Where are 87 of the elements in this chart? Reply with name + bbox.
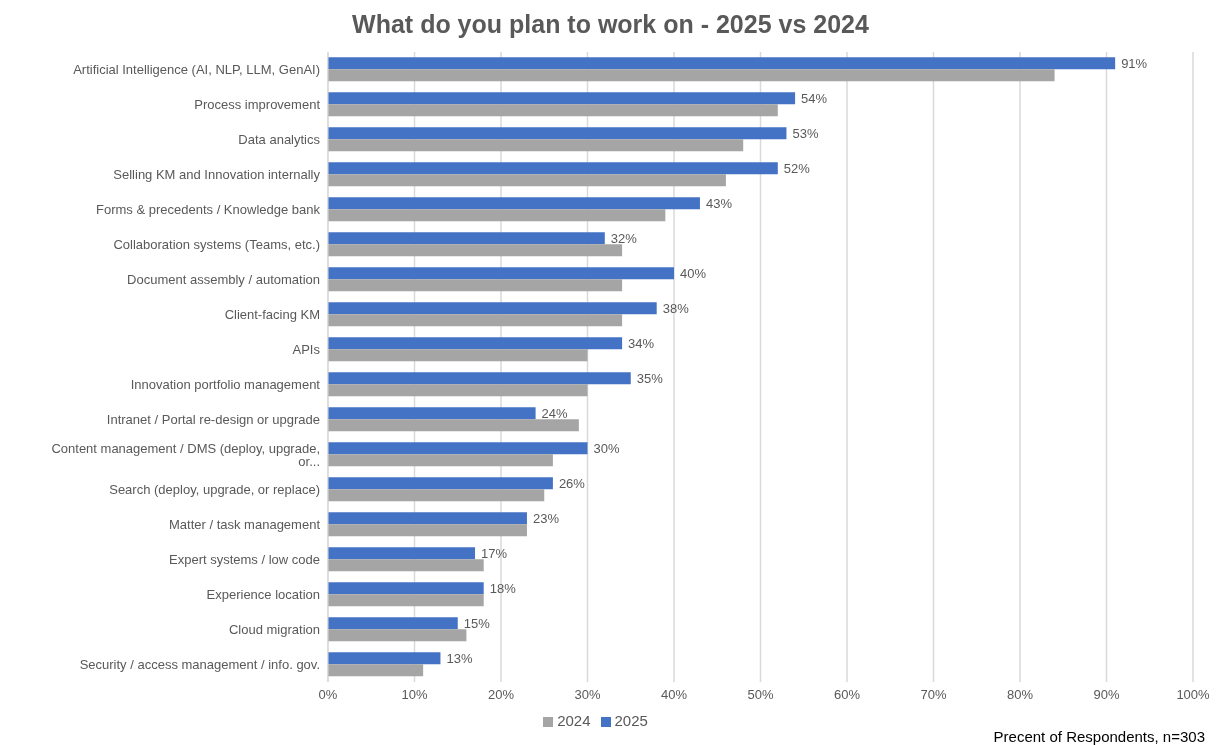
bar	[328, 489, 545, 502]
bar	[328, 652, 441, 665]
bar	[328, 419, 579, 432]
x-tick-label: 80%	[1006, 687, 1034, 703]
data-label: 35%	[636, 370, 664, 386]
bar	[328, 267, 674, 280]
legend-label: 2024	[557, 712, 591, 729]
bar	[328, 372, 631, 385]
y-tick-label: Cloud migration	[228, 622, 320, 638]
text: Precent of Respondents, n=303	[993, 728, 1205, 745]
y-tick-label: Collaboration systems (Teams, etc.)	[113, 237, 320, 253]
y-tick-label: Experience location	[206, 587, 320, 603]
bar	[328, 407, 536, 420]
bar	[328, 69, 1055, 82]
bar	[328, 302, 657, 315]
data-label: 34%	[628, 335, 655, 351]
bar	[328, 92, 796, 105]
y-tick-label: Document assembly / automation	[127, 272, 320, 288]
bar	[328, 594, 484, 607]
bar	[328, 279, 623, 292]
y-tick-label: Innovation portfolio management	[130, 377, 321, 393]
data-label: 54%	[801, 90, 828, 106]
data-label: 18%	[489, 580, 517, 596]
bar	[328, 139, 744, 152]
data-label: 40%	[680, 265, 707, 281]
x-tick-label: 0%	[318, 687, 338, 703]
data-label: 38%	[662, 300, 690, 316]
data-label: 23%	[532, 510, 560, 526]
bar	[328, 244, 623, 257]
y-tick-label: Intranet / Portal re-design or upgrade	[106, 412, 320, 428]
bar	[328, 162, 778, 175]
bar	[328, 629, 467, 642]
y-tick-label: Search (deploy, upgrade, or replace)	[109, 482, 320, 498]
chart-title: What do you plan to work on - 2025 vs 2024	[351, 9, 870, 40]
bar	[328, 314, 623, 327]
bar	[328, 454, 553, 467]
bar	[328, 559, 484, 572]
y-tick-label: Expert systems / low code	[169, 552, 320, 568]
legend-label: 2025	[614, 712, 648, 729]
x-tick-label: 10%	[401, 687, 428, 703]
bar	[328, 617, 458, 630]
bar	[328, 337, 623, 350]
bar	[328, 442, 588, 455]
bar	[328, 664, 424, 677]
bar	[328, 209, 666, 222]
data-label: 53%	[792, 125, 819, 141]
y-tick-label: Forms & precedents / Knowledge bank	[95, 202, 321, 218]
data-label: 52%	[783, 160, 811, 176]
bar	[328, 384, 588, 397]
y-tick-label: Client-facing KM	[224, 307, 320, 323]
bar	[328, 349, 588, 362]
bar	[328, 174, 726, 187]
x-tick-label: 20%	[487, 687, 515, 703]
bar	[328, 127, 787, 140]
x-tick-label: 60%	[833, 687, 861, 703]
data-label: 17%	[481, 545, 508, 561]
bar	[328, 524, 527, 537]
data-label: 26%	[558, 475, 586, 491]
y-tick-label: Security / access management / info. gov.	[79, 657, 320, 673]
bar	[328, 512, 527, 525]
x-tick-label: 90%	[1093, 687, 1120, 703]
bar	[328, 582, 484, 595]
data-label: 15%	[463, 615, 491, 631]
data-label: 43%	[705, 195, 733, 211]
y-tick-label: Artificial Intelligence (AI, NLP, LLM, GenAI)	[73, 62, 320, 78]
bar	[328, 197, 700, 210]
bar	[328, 232, 605, 245]
data-label: 91%	[1121, 55, 1148, 71]
x-tick-label: 70%	[920, 687, 947, 703]
x-tick-label: 40%	[660, 687, 688, 703]
y-tick-label: Selling KM and Innovation internally	[113, 167, 321, 183]
data-label: 24%	[541, 405, 569, 421]
y-tick-label: Matter / task management	[168, 517, 321, 533]
bar	[328, 547, 476, 560]
data-label: 30%	[593, 440, 620, 456]
x-tick-label: 50%	[747, 687, 774, 703]
y-tick-label: Process improvement	[194, 97, 321, 113]
bar	[328, 477, 553, 490]
data-label: 32%	[610, 230, 638, 246]
y-tick-label: Data analytics	[238, 132, 321, 148]
bar	[328, 57, 1116, 70]
bar	[328, 104, 778, 117]
y-tick-label: APIs	[292, 342, 321, 358]
y-tick-label: Content management / DMS (deploy, upgrade, or...	[51, 440, 320, 469]
data-label: 13%	[446, 650, 473, 666]
x-tick-label: 100%	[1176, 687, 1211, 703]
x-tick-label: 30%	[574, 687, 601, 703]
